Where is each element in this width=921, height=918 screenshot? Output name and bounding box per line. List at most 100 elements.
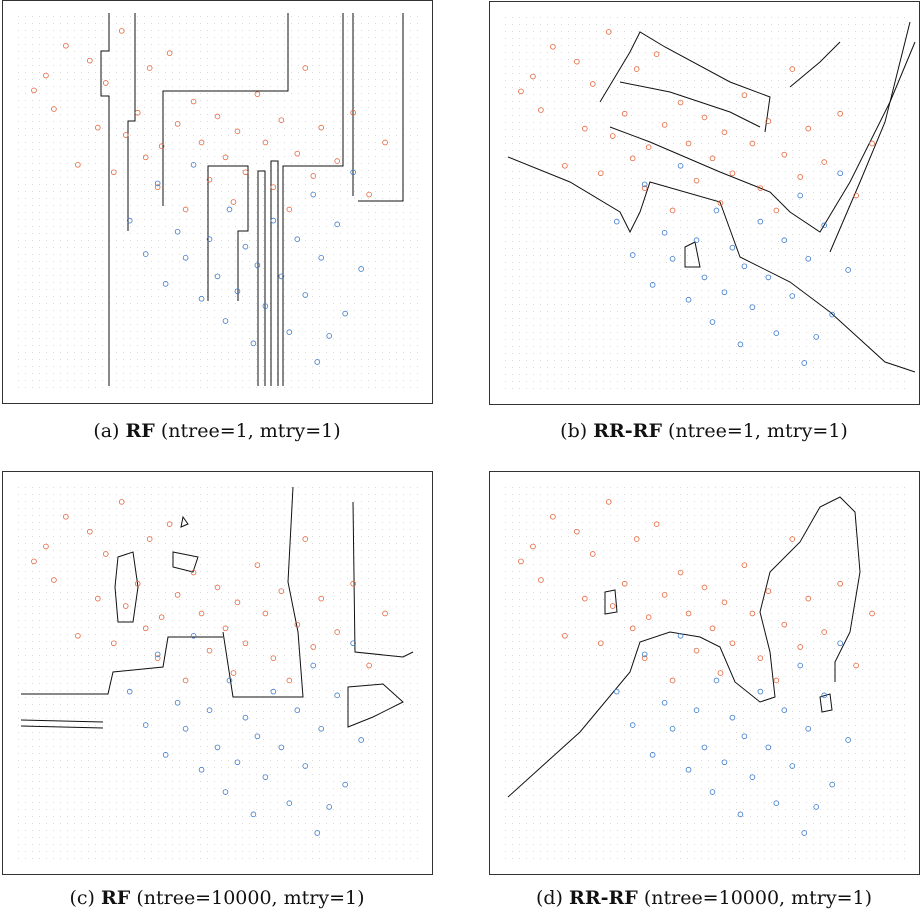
point-c-s0-29 (270, 655, 277, 661)
point-c-s0-14 (154, 655, 161, 661)
point-c-s0-34 (310, 644, 317, 650)
panel-c (2, 471, 433, 875)
point-d-s0-10 (609, 603, 616, 609)
point-d-s1-20 (781, 707, 788, 714)
point-b-s1-8 (693, 237, 700, 244)
point-c-s0-1 (43, 543, 49, 550)
point-b-s1-11 (713, 207, 720, 214)
point-c-s0-30 (278, 588, 285, 594)
point-b-s0-2 (538, 107, 544, 113)
point-c-s0-9 (118, 499, 125, 505)
boundary-c (20, 486, 414, 729)
caption-c: (c) RF (ntree=10000, mtry=1) (69, 887, 365, 909)
point-a-s0-34 (310, 173, 317, 179)
point-d-s1-22 (797, 662, 804, 669)
point-d-s0-20 (685, 610, 692, 617)
point-c-s1-3 (162, 752, 169, 758)
point-b-s0-32 (781, 151, 788, 158)
point-b-s0-26 (729, 170, 736, 177)
point-b-s0-9 (605, 29, 612, 35)
point-d-s1-29 (801, 830, 808, 836)
point-a-s0-5 (87, 57, 93, 64)
point-b-s0-4 (562, 163, 568, 169)
point-c-s0-27 (254, 562, 261, 568)
point-c-s0-25 (234, 599, 241, 606)
point-c-s0-5 (87, 528, 93, 535)
point-b-s1-24 (813, 334, 820, 340)
point-a-s0-12 (142, 154, 149, 161)
point-d-s0-30 (765, 588, 772, 594)
point-b-s1-16 (749, 304, 756, 310)
point-b-s1-14 (737, 341, 744, 348)
point-c-s1-24 (326, 804, 333, 810)
point-c-s0-38 (366, 662, 372, 669)
point-b-s1-10 (709, 319, 716, 325)
point-d-s1-1 (629, 722, 636, 728)
point-a-s0-20 (198, 139, 205, 146)
point-d-s0-29 (757, 655, 764, 661)
point-d-s0-24 (717, 670, 724, 676)
point-c-s0-24 (230, 670, 237, 676)
point-d-s1-24 (813, 804, 820, 810)
point-b-s0-23 (709, 155, 716, 162)
point-a-s0-1 (43, 72, 49, 79)
point-c-s0-3 (63, 513, 69, 520)
boundary-a (100, 13, 404, 386)
point-d-s0-11 (621, 580, 628, 587)
point-c-s0-4 (75, 633, 81, 639)
point-d-s0-4 (562, 633, 568, 639)
point-b-s0-30 (765, 118, 772, 124)
point-b-s0-1 (530, 73, 536, 80)
point-a-s0-31 (286, 206, 293, 213)
point-d-s1-10 (709, 789, 716, 795)
point-c-s0-2 (51, 577, 57, 583)
point-a-s1-13 (242, 243, 249, 250)
grid-b (505, 17, 905, 389)
point-a-s1-22 (310, 191, 317, 198)
point-b-s0-25 (721, 129, 728, 136)
point-a-s1-8 (206, 236, 213, 243)
point-c-s1-15 (254, 733, 261, 740)
point-d-s1-11 (713, 677, 720, 684)
point-a-s0-28 (262, 139, 269, 146)
point-c-s0-12 (142, 625, 149, 632)
point-c-s0-21 (206, 647, 213, 654)
point-c-s1-26 (342, 781, 348, 788)
point-c-s0-37 (350, 580, 356, 587)
chart-d (505, 487, 905, 859)
point-d-s1-18 (765, 744, 772, 751)
point-d-s0-0 (518, 558, 524, 565)
panel-a (2, 0, 433, 404)
point-c-s0-18 (182, 677, 189, 684)
point-c-s1-19 (286, 800, 293, 807)
point-a-s0-9 (118, 28, 125, 34)
point-d-s0-23 (709, 625, 716, 632)
point-b-s1-4 (661, 229, 668, 236)
point-a-s0-14 (154, 184, 161, 190)
point-c-s0-16 (166, 521, 173, 527)
point-c-s0-31 (286, 677, 293, 684)
point-a-s1-12 (234, 288, 241, 295)
point-a-s0-38 (366, 191, 372, 198)
point-b-s0-35 (805, 125, 812, 132)
point-b-s0-22 (701, 114, 708, 121)
point-a-s0-16 (166, 50, 173, 56)
point-d-s0-14 (641, 655, 648, 661)
point-a-s0-13 (146, 65, 153, 71)
point-b-s0-19 (677, 99, 684, 106)
point-b-s1-7 (685, 296, 692, 303)
point-a-s1-16 (262, 303, 269, 309)
point-a-s1-27 (350, 169, 356, 176)
point-d-s0-19 (677, 569, 684, 576)
point-b-s0-31 (773, 207, 780, 214)
point-a-s0-29 (270, 184, 277, 190)
point-d-s1-13 (729, 714, 736, 721)
point-a-s1-14 (250, 340, 257, 347)
point-a-s0-26 (242, 169, 249, 176)
point-d-s0-2 (538, 577, 544, 583)
point-d-s0-37 (837, 580, 843, 587)
point-b-s1-1 (629, 252, 636, 258)
point-b-s0-12 (629, 155, 636, 162)
point-d-s1-14 (737, 811, 744, 818)
point-a-s1-4 (174, 228, 181, 235)
